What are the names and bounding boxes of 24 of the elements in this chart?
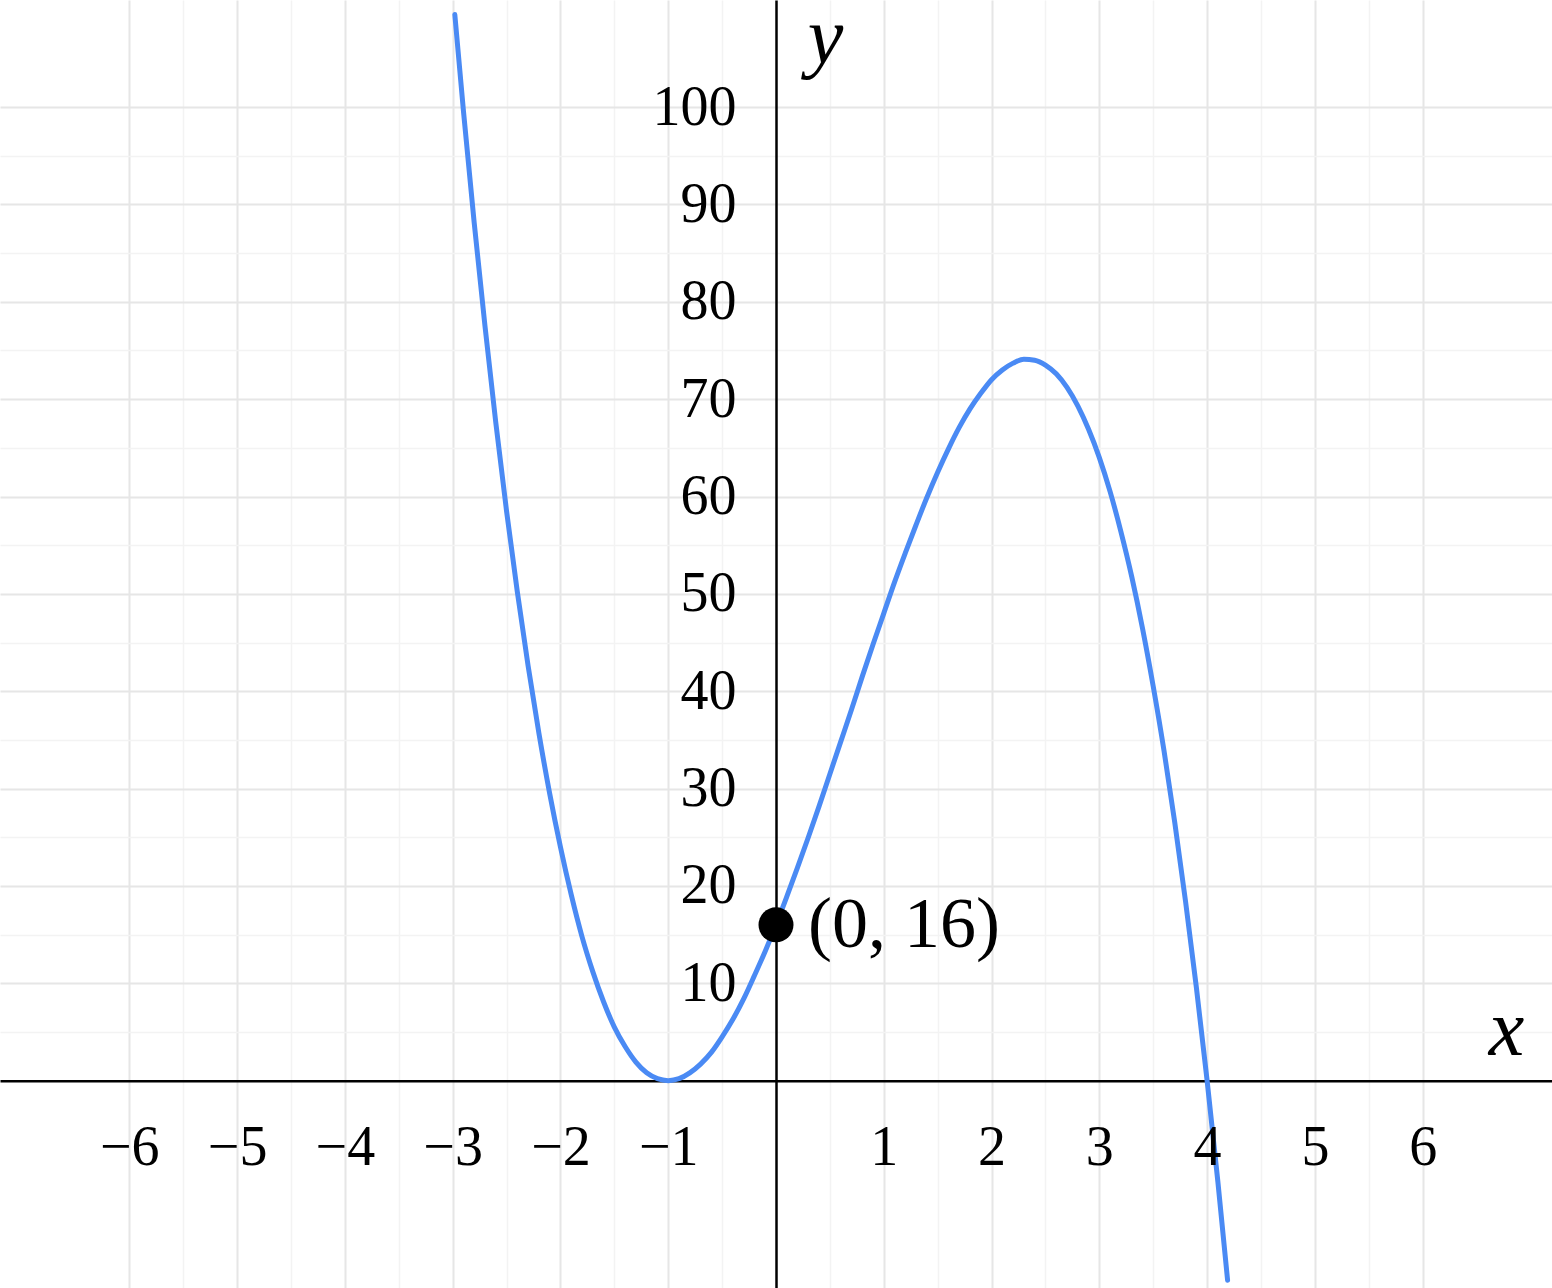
x-axis-title: x — [1487, 984, 1525, 1073]
y-tick-label: 40 — [680, 658, 737, 721]
y-tick-label: 90 — [680, 171, 737, 234]
x-tick-label: 3 — [1085, 1115, 1114, 1178]
x-tick-label: 2 — [978, 1115, 1007, 1178]
y-axis-title: y — [800, 0, 844, 80]
x-tick-label: −1 — [638, 1115, 699, 1178]
x-tick-label: −3 — [423, 1115, 483, 1178]
x-tick-label: −4 — [315, 1115, 376, 1178]
x-tick-label: 6 — [1409, 1115, 1438, 1178]
y-tick-label: 20 — [680, 853, 737, 916]
y-tick-label: 30 — [680, 756, 737, 819]
x-tick-label: 5 — [1301, 1115, 1330, 1178]
x-tick-label: 1 — [870, 1115, 899, 1178]
y-tick-label: 100 — [652, 74, 737, 137]
annotation: (0, 16) — [808, 882, 1000, 963]
y-tick-label: 50 — [680, 561, 737, 624]
y-tick-label: 60 — [680, 464, 737, 527]
x-tick-label: −5 — [207, 1115, 268, 1178]
x-tick-label: −6 — [100, 1115, 160, 1178]
y-tick-label: 80 — [680, 269, 737, 332]
x-tick-label: −2 — [531, 1115, 591, 1178]
y-tick-label: 70 — [680, 366, 737, 429]
y-tick-label: 10 — [680, 950, 737, 1013]
